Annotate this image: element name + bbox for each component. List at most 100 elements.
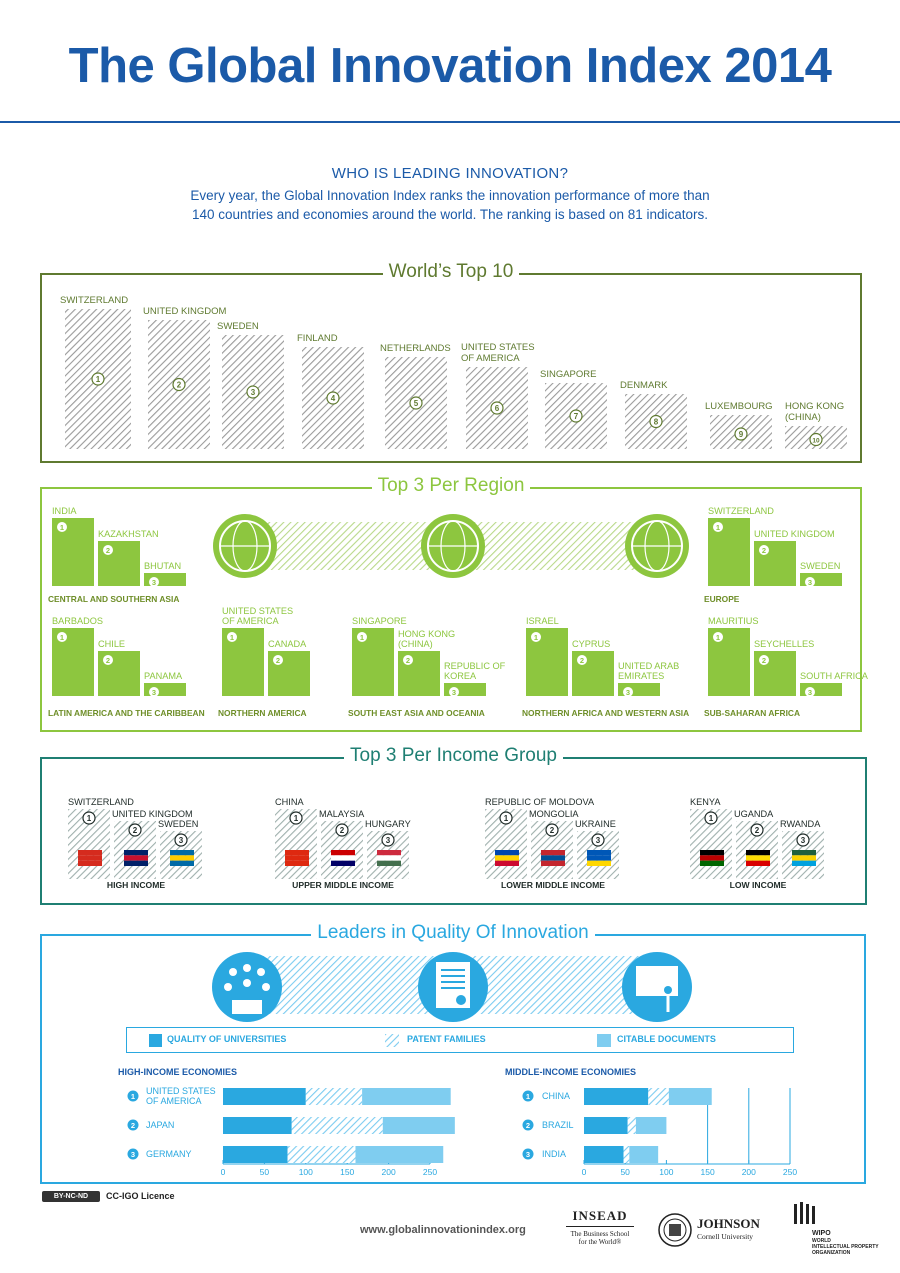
flag-stripe-1-2-1 [331,855,355,861]
wipo-text: WIPO WORLD INTELLECTUAL PROPERTY ORGANIZ… [812,1230,879,1256]
top10-title-wrap: World’s Top 10 [42,261,860,283]
quality-title: Leaders in Quality Of Innovation [311,922,595,943]
top10-rank-2-circle [172,377,186,392]
flag-stripe-2-3-1 [587,855,611,861]
income-country-2-3: UKRAINE [575,819,616,829]
region-rank-3-2: 2 [276,656,280,665]
site-url[interactable]: www.globalinnovationindex.org [360,1224,526,1236]
audience-head-4 [243,979,251,987]
region-rank-4-3: 3 [452,688,456,697]
top10-rank-9-circle [734,427,748,441]
income-rank-3-3: 3 [801,836,806,845]
flag-stripe-2-3-0 [587,850,611,856]
qchart-tick-1-1: 50 [620,1167,630,1177]
qchart-tick-0-5: 250 [423,1167,437,1177]
top10-rank-10: 10 [812,438,820,445]
audience-head-1 [243,964,251,972]
wipo-sub-2: INTELLECTUAL PROPERTY [812,1244,879,1250]
qchart-category-1-1: BRAZIL [542,1120,574,1130]
income-country-1-1: CHINA [275,797,304,807]
qchart-bar-0-1-1 [291,1117,383,1134]
region-rank-5-2: 2 [580,656,584,665]
legend-swatch-patents [385,1034,399,1047]
income-country-0-1: SWITZERLAND [68,797,134,807]
region-name-6: SUB-SAHARAN AFRICA [704,708,800,718]
flag-stripe-0-2-1 [124,855,148,861]
flag-stripe-0-2-0 [124,850,148,856]
flag-stripe-2-1-0 [495,850,519,856]
region-rank-bg-4-3 [449,687,459,697]
region-rank-0-2: 2 [106,546,110,555]
income-country-2-1: REPUBLIC OF MOLDOVA [485,797,595,807]
region-rank-6-2: 2 [762,656,766,665]
qchart-category-1-2: INDIA [542,1149,566,1159]
qchart-bar-0-2-2 [355,1146,444,1163]
flag-stripe-1-2-0 [331,850,355,856]
region-rank-bg-2-3 [149,687,159,697]
legend-label-citable: CITABLE DOCUMENTS [617,1034,716,1044]
cornell-seal-icon [658,1213,692,1247]
top10-rank-7-circle [569,409,583,423]
income-chart: 1 SWITZERLAND 2 UNITED KINGDOM 3 SWEDEN HIGH I… [68,797,824,890]
region-rank-1-1: 1 [716,523,720,532]
region-rank-bg-6-2 [759,655,769,665]
qchart-bar-1-0-2 [668,1088,712,1105]
region-country-3-1: UNITED STATES [222,606,293,616]
audience-podium [232,1000,262,1014]
qchart-rank-bg-0-0 [127,1090,139,1102]
region-rank-bg-1-1 [713,522,723,532]
top10-label-6: UNITED STATES [461,342,535,353]
region-country-4-2: HONG KONG [398,629,455,639]
top10-rank-4-circle [326,391,340,405]
flag-stripe-0-1-2 [78,860,102,866]
qchart-bar-1-1-2 [635,1117,667,1134]
top10-label-10: (CHINA) [785,412,821,423]
qchart-rank-1-0: 1 [526,1092,530,1101]
top10-rank-3-circle [246,385,260,399]
top10-label-6: OF AMERICA [461,353,520,364]
region-rank-4-2: 2 [406,656,410,665]
johnson-wordmark: JOHNSON [697,1216,760,1231]
audience-head-0 [229,968,237,976]
qchart-bar-1-1-1 [627,1117,636,1134]
income-rank-2-2: 2 [550,826,555,835]
patent-seal [456,995,466,1005]
income-rank-3-1-circle [704,811,718,825]
region-rank-bg-0-2 [103,545,113,555]
region-rank-0-1: 1 [60,523,64,532]
region-rank-2-3: 3 [152,688,156,697]
income-country-3-3: RWANDA [780,819,821,829]
qchart-bar-0-2-0 [223,1146,288,1163]
region-rank-2-2: 2 [106,656,110,665]
region-country-6-3: SOUTH AFRICA [800,671,869,681]
flag-stripe-1-3-0 [377,850,401,856]
region-name-2: LATIN AMERICA AND THE CARIBBEAN [48,708,205,718]
regions-title: Top 3 Per Region [371,475,531,496]
qchart-tick-0-4: 200 [382,1167,396,1177]
region-rank-bg-0-3 [149,577,159,587]
income-country-1-3: HUNGARY [365,819,411,829]
qchart-rank-bg-0-2 [127,1148,139,1160]
income-rank-2-1-circle [499,811,513,825]
region-rank-1-2: 2 [762,546,766,555]
income-rank-1-1-circle [289,811,303,825]
flag-stripe-1-3-2 [377,860,401,866]
insead-tag-2: for the World® [578,1238,622,1246]
region-country-0-1: INDIA [52,506,77,516]
qchart-rank-bg-1-0 [522,1090,534,1102]
flag-stripe-0-1-0 [78,850,102,856]
flag-stripe-2-2-0 [541,850,565,856]
top10-rank-7: 7 [574,412,579,421]
flag-stripe-1-1-1 [285,855,309,861]
flag-stripe-2-3-2 [587,860,611,866]
flag-stripe-0-3-2 [170,860,194,866]
qchart-title-1: MIDDLE-INCOME ECONOMIES [505,1067,636,1077]
region-rank-bg-5-2 [577,655,587,665]
cc-badge-text: BY-NC-ND [53,1193,89,1200]
income-name-1: UPPER MIDDLE INCOME [292,880,394,890]
region-rank-bg-1-2 [759,545,769,555]
qchart-rank-0-2: 3 [131,1150,135,1159]
region-name-0: CENTRAL AND SOUTHERN ASIA [48,594,179,604]
flag-stripe-2-1-1 [495,855,519,861]
